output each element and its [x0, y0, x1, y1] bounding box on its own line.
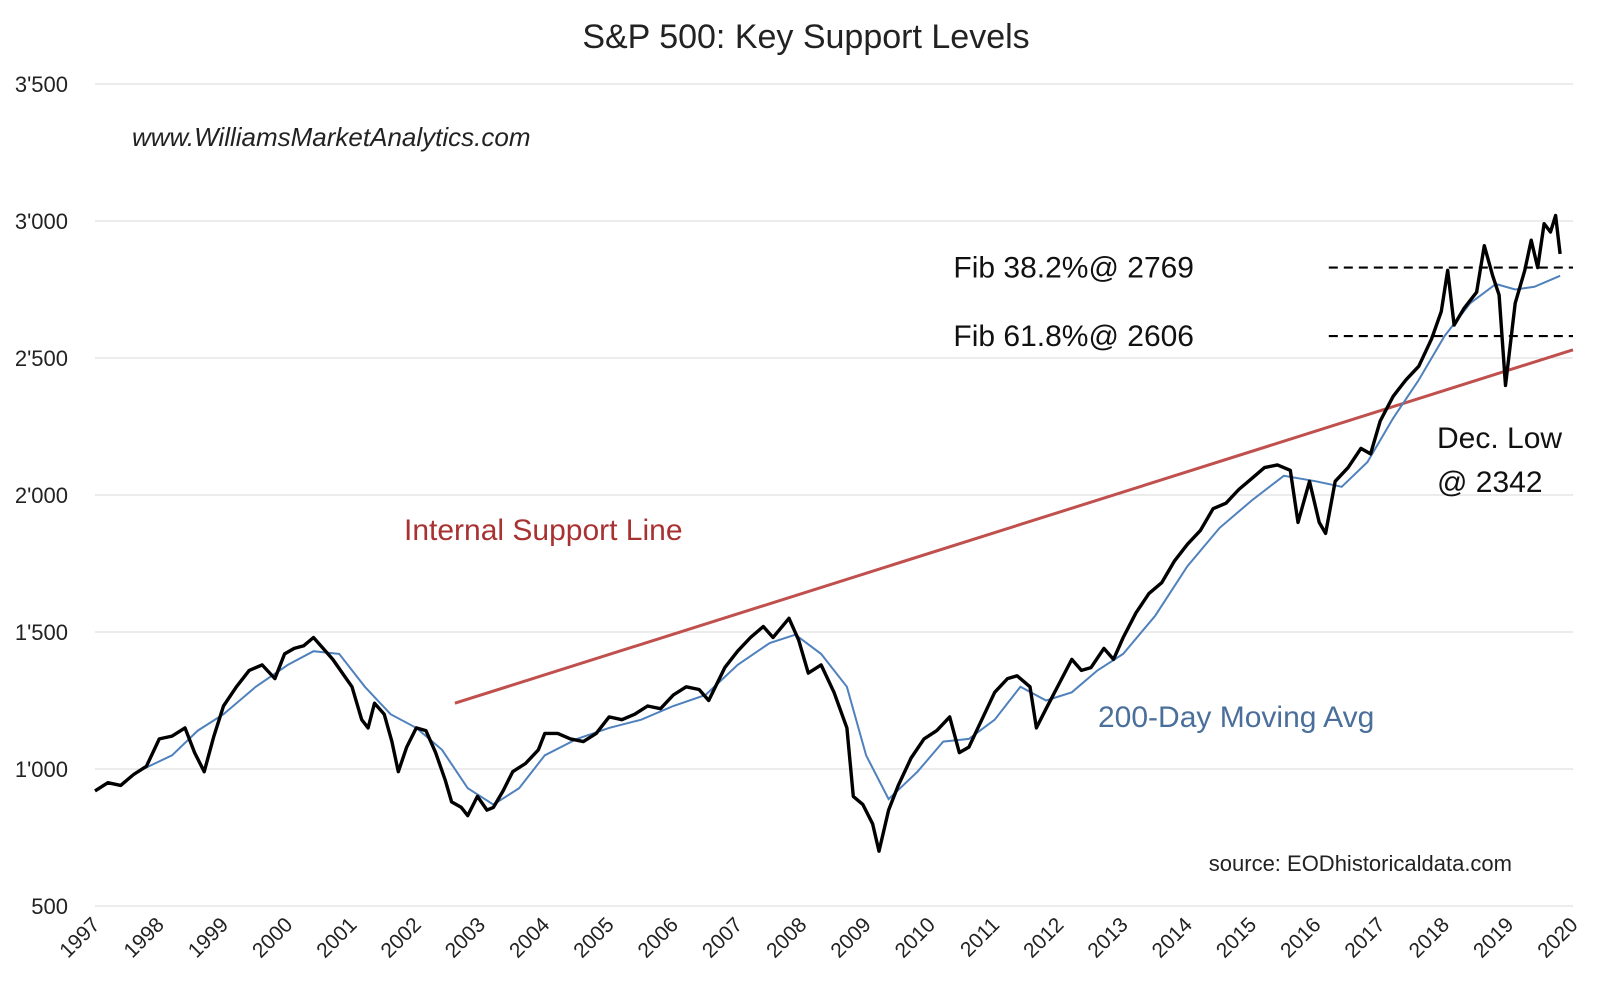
source-text: source: EODhistoricaldata.com	[1209, 851, 1512, 876]
y-tick-label: 1'000	[15, 757, 68, 782]
fib-level-label-2: Fib 61.8%@ 2606	[953, 320, 1194, 353]
annotation-dec-low-line2: @ 2342	[1437, 466, 1543, 499]
annotation-internal-support-line: Internal Support Line	[404, 514, 683, 547]
y-tick-label: 2'000	[15, 483, 68, 508]
chart-title: S&P 500: Key Support Levels	[582, 18, 1029, 56]
series-sp500-line	[94, 213, 1562, 853]
watermark-text: www.WilliamsMarketAnalytics.com	[132, 122, 531, 152]
gridlines	[95, 83, 1573, 907]
annotation-dec-low-line1: Dec. Low	[1437, 422, 1562, 455]
y-tick-label: 2'500	[15, 346, 68, 371]
y-axis-ticks: 500 1'000 1'500 2'000 2'500 3'000 3'500	[15, 72, 68, 919]
fib-level-label-1: Fib 38.2%@ 2769	[953, 252, 1194, 285]
series-moving-average-line	[142, 274, 1561, 806]
y-tick-label: 3'000	[15, 209, 68, 234]
fib-levels: Fib 38.2%@ 2769 Fib 61.8%@ 2606	[953, 252, 1573, 353]
y-tick-label: 500	[31, 894, 68, 919]
annotation-moving-average: 200-Day Moving Avg	[1098, 701, 1374, 734]
y-tick-label: 1'500	[15, 620, 68, 645]
y-tick-label: 3'500	[15, 72, 68, 97]
